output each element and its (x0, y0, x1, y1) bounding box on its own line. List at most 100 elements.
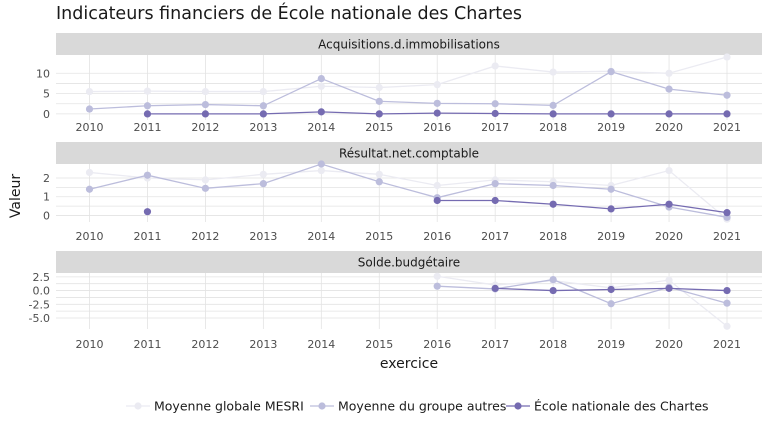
data-point (85, 185, 94, 193)
x-tick-label: 2013 (249, 338, 277, 351)
facet-strip (56, 251, 762, 273)
x-tick-label: 2017 (481, 338, 509, 351)
data-point (491, 100, 499, 108)
series-line (89, 163, 728, 218)
data-point (491, 109, 499, 118)
data-point (723, 209, 731, 217)
data-point (491, 196, 499, 205)
data-point (317, 160, 325, 168)
data-point (143, 208, 152, 216)
data-point (433, 81, 441, 89)
x-tick-label: 2013 (249, 121, 277, 134)
data-point (143, 171, 152, 179)
legend-label: Moyenne du groupe autres (338, 399, 506, 414)
x-tick-label: 2010 (76, 121, 104, 134)
data-point (723, 299, 731, 307)
data-point (549, 275, 557, 284)
data-point (723, 53, 731, 61)
data-point (665, 110, 673, 118)
data-point (201, 110, 210, 118)
x-tick-label: 2010 (76, 230, 104, 243)
legend-key-point (514, 402, 522, 410)
legend-key-point (318, 402, 326, 410)
data-point (549, 200, 557, 208)
data-point (85, 105, 94, 113)
data-point (549, 110, 557, 118)
chart-title: Indicateurs financiers de École national… (56, 4, 523, 24)
x-tick-label: 2021 (713, 121, 741, 134)
x-tick-label: 2019 (597, 230, 625, 243)
x-tick-label: 2017 (481, 230, 509, 243)
data-point (665, 85, 673, 93)
data-point (607, 285, 615, 294)
data-point (433, 196, 441, 205)
data-point (607, 205, 615, 213)
facet-label: Acquisitions.d.immobilisations (318, 38, 500, 52)
x-tick-label: 2018 (539, 121, 567, 134)
y-tick-label: 0 (43, 108, 50, 121)
data-point (201, 100, 210, 109)
y-axis-title: Valeur (8, 174, 24, 218)
data-point (85, 168, 94, 177)
data-point (491, 62, 499, 70)
y-tick-label: -5.0 (29, 312, 50, 325)
data-point (375, 178, 383, 186)
x-tick-label: 2016 (423, 121, 451, 134)
data-point (433, 282, 441, 290)
data-point (433, 272, 441, 280)
data-point (317, 108, 325, 116)
data-point (549, 181, 557, 190)
data-point (201, 87, 210, 96)
data-point (433, 99, 441, 107)
x-tick-label: 2020 (655, 230, 683, 243)
y-tick-label: 1 (43, 191, 50, 204)
y-tick-label: 0.0 (33, 285, 51, 298)
series-line (437, 278, 728, 305)
x-tick-label: 2011 (133, 230, 161, 243)
x-tick-label: 2018 (539, 338, 567, 351)
y-tick-label: 0 (43, 209, 50, 222)
data-point (607, 68, 615, 76)
x-tick-label: 2015 (365, 230, 393, 243)
y-tick-label: -2.5 (29, 298, 50, 311)
x-tick-label: 2016 (423, 230, 451, 243)
data-point (375, 110, 383, 118)
x-tick-label: 2014 (307, 121, 335, 134)
data-point (723, 286, 731, 295)
series-line (89, 56, 728, 93)
x-tick-label: 2012 (191, 338, 219, 351)
data-point (143, 102, 152, 110)
x-tick-label: 2017 (481, 121, 509, 134)
data-point (143, 110, 152, 118)
data-point (549, 286, 557, 295)
x-axis-title: exercice (380, 356, 438, 372)
data-point (433, 181, 441, 190)
y-tick-label: 2.5 (33, 271, 51, 284)
data-point (317, 82, 325, 90)
data-point (375, 170, 383, 178)
series-line (89, 70, 728, 110)
data-point (317, 74, 325, 83)
x-tick-label: 2011 (133, 338, 161, 351)
data-point (317, 166, 325, 175)
data-point (259, 110, 267, 118)
data-point (491, 180, 499, 188)
facet-label: Résultat.net.comptable (339, 147, 479, 161)
data-point (433, 109, 441, 117)
data-point (665, 69, 673, 77)
series-line (437, 275, 728, 327)
facet-label: Solde.budgétaire (358, 256, 460, 270)
data-point (259, 102, 267, 110)
data-point (723, 91, 731, 99)
y-tick-label: 5 (43, 88, 50, 101)
data-point (665, 284, 673, 292)
data-point (259, 170, 267, 178)
facet-strip (56, 33, 762, 55)
legend-label: École nationale des Chartes (534, 399, 709, 414)
x-tick-label: 2021 (713, 230, 741, 243)
data-point (665, 276, 673, 284)
x-tick-label: 2014 (307, 230, 335, 243)
legend-key-point (134, 402, 142, 410)
legend-label: Moyenne globale MESRI (154, 399, 304, 414)
